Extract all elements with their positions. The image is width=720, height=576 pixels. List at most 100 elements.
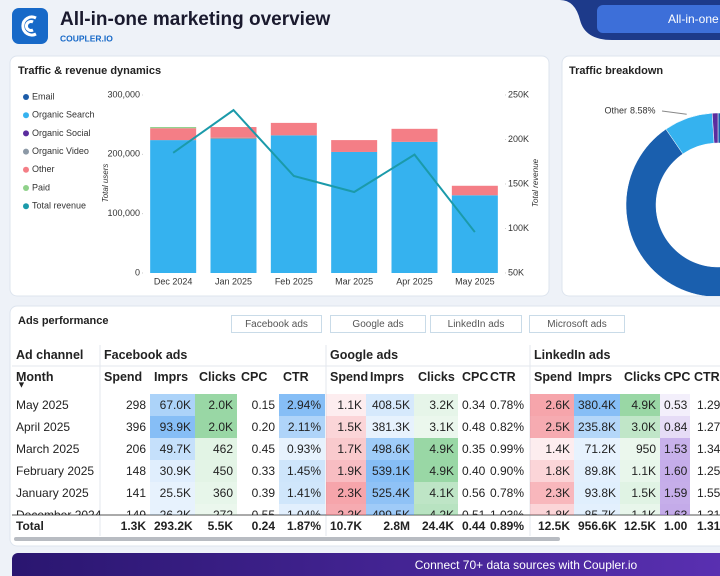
legend-label: Paid — [32, 182, 50, 192]
table-cell: 0.39 — [251, 486, 275, 500]
table-cell: 950 — [620, 438, 660, 460]
filter-tab[interactable]: Facebook ads — [231, 315, 322, 333]
column-header[interactable]: Spend — [330, 370, 369, 384]
filter-tab[interactable]: LinkedIn ads — [430, 315, 522, 333]
column-header[interactable]: Clicks — [418, 370, 455, 384]
table-cell: 0.55 — [251, 508, 275, 515]
bar-segment — [210, 127, 257, 138]
table-cell: 360 — [195, 482, 237, 504]
scrollbar[interactable] — [14, 537, 560, 541]
column-header[interactable]: Month — [16, 370, 54, 384]
total-cell: 0.44 — [462, 519, 486, 533]
table-cell: 396 — [125, 420, 146, 434]
table-cell: 1.9K — [326, 460, 366, 482]
table-cell: 0.20 — [251, 420, 275, 434]
table-cell: 4.9K — [620, 394, 660, 416]
table-cell: 89.8K — [574, 460, 620, 482]
table-cell: 4.9K — [414, 460, 458, 482]
group-header: LinkedIn ads — [534, 348, 611, 362]
footer-text[interactable]: Connect 70+ data sources with Coupler.io — [415, 558, 638, 572]
x-tick-label: Dec 2024 — [154, 276, 193, 286]
legend-marker — [23, 112, 29, 119]
legend-label: Total revenue — [32, 201, 86, 211]
y2-tick-label: 250K — [508, 89, 529, 99]
table-cell: 3.1K — [414, 416, 458, 438]
table-cell: 0.33 — [251, 464, 275, 478]
column-header[interactable]: Imprs — [578, 370, 613, 384]
table-cell: 26.2K — [150, 504, 195, 515]
column-header[interactable]: Spend — [104, 370, 143, 384]
legend-marker — [23, 148, 29, 155]
table-cell: 1.27% — [696, 420, 720, 434]
leader-line — [661, 110, 687, 115]
table-cell: 450 — [195, 460, 237, 482]
table-cell: 1.5K — [326, 416, 366, 438]
table-cell: 206 — [125, 442, 146, 456]
table-cell: 1.04% — [279, 504, 325, 515]
table-cell: 0.78% — [490, 398, 525, 412]
column-header[interactable]: Imprs — [370, 370, 405, 384]
column-header[interactable]: CTR — [694, 370, 720, 384]
footer-banner[interactable] — [12, 553, 720, 576]
group-header: Ad channel — [16, 348, 84, 362]
y-tick-label: 0 — [135, 267, 140, 277]
bar-segment — [391, 128, 438, 142]
column-header[interactable]: Clicks — [624, 370, 661, 384]
row-label: February 2025 — [16, 464, 95, 478]
table-cell: 1.8K — [530, 460, 574, 482]
legend-marker — [23, 166, 29, 173]
table-cell: 2.0K — [195, 416, 237, 438]
table-cell: 1.53 — [660, 438, 690, 460]
y2-tick-label: 100K — [508, 223, 529, 233]
table-cell: 0.48 — [462, 420, 486, 434]
table-cell: 2.2K — [326, 504, 366, 515]
table-cell: 2.6K — [530, 394, 574, 416]
total-cell: 0.89% — [490, 519, 525, 533]
table-cell: 0.90% — [490, 464, 525, 478]
row-label: January 2025 — [16, 486, 89, 500]
legend-marker — [23, 130, 29, 137]
table-cell: 462 — [195, 438, 237, 460]
table-cell: 4.9K — [414, 438, 458, 460]
bar-segment — [210, 138, 257, 273]
y2-tick-label: 200K — [508, 134, 529, 144]
sort-icon[interactable]: ▼ — [17, 379, 26, 389]
donut-slice — [711, 112, 719, 144]
view-button-label[interactable]: All-in-one — [668, 12, 719, 26]
column-header[interactable]: CTR — [490, 370, 516, 384]
table-cell: 1.59 — [660, 482, 690, 504]
table-cell: 93.8K — [574, 482, 620, 504]
legend-label: Organic Search — [32, 110, 95, 120]
table-cell: 85.7K — [574, 504, 620, 515]
x-tick-label: Mar 2025 — [335, 276, 373, 286]
chart-title: Traffic breakdown — [569, 65, 663, 77]
table-cell: 0.99% — [490, 442, 525, 456]
table-cell: 4.1K — [414, 482, 458, 504]
axis-title: Total revenue — [531, 158, 540, 207]
x-tick-label: May 2025 — [455, 276, 495, 286]
total-cell: 1.87% — [286, 519, 321, 533]
total-cell: 5.5K — [207, 519, 233, 533]
view-button[interactable] — [597, 5, 720, 33]
bar-segment — [451, 185, 498, 196]
group-header: Facebook ads — [104, 348, 188, 362]
table-cell: 0.35 — [462, 442, 486, 456]
filter-tab[interactable]: Microsoft ads — [529, 315, 625, 333]
table-cell: 272 — [195, 504, 237, 515]
column-header[interactable]: Imprs — [154, 370, 189, 384]
column-header[interactable]: CPC — [462, 370, 489, 384]
x-tick-label: Feb 2025 — [275, 276, 313, 286]
table-cell: 0.15 — [251, 398, 275, 412]
column-header[interactable]: CPC — [664, 370, 691, 384]
column-header[interactable]: CTR — [283, 370, 309, 384]
column-header[interactable]: CPC — [241, 370, 268, 384]
table-cell: 381.3K — [366, 416, 414, 438]
axis-title: Total users — [101, 164, 110, 203]
column-header[interactable]: Clicks — [199, 370, 236, 384]
group-header: Google ads — [330, 348, 399, 362]
table-cell: 380.4K — [574, 394, 620, 416]
filter-tab[interactable]: Google ads — [330, 315, 426, 333]
y-tick-label: 300,000 — [107, 89, 140, 99]
table-cell: 1.55% — [696, 486, 720, 500]
column-header[interactable]: Spend — [534, 370, 573, 384]
